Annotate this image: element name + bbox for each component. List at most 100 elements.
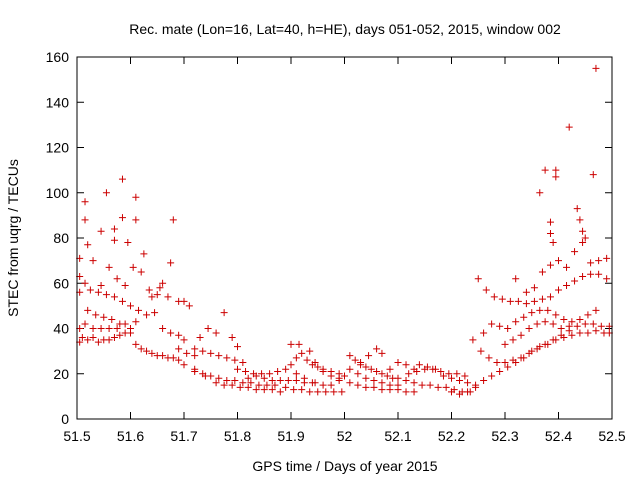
data-point	[365, 352, 373, 360]
data-point	[576, 315, 584, 323]
y-axis: 0 20 40 60 80 100 120 140 160	[46, 49, 612, 427]
data-point	[383, 372, 391, 380]
x-axis-label: GPS time / Days of year 2015	[252, 458, 437, 474]
y-tick-label: 0	[61, 411, 69, 427]
data-point	[603, 275, 611, 283]
data-point	[405, 370, 413, 378]
data-point	[362, 363, 370, 371]
data-point	[485, 354, 493, 362]
y-tick-label: 80	[53, 230, 69, 246]
data-point	[592, 327, 600, 335]
data-point	[292, 377, 300, 385]
data-point	[423, 363, 431, 371]
data-point	[239, 358, 247, 366]
y-tick-label: 140	[46, 94, 70, 110]
data-point	[105, 336, 113, 344]
data-point	[207, 349, 215, 357]
data-point	[514, 297, 522, 305]
data-point	[110, 236, 118, 244]
data-point	[159, 325, 167, 332]
data-point	[314, 363, 322, 371]
y-tick-label: 160	[46, 49, 70, 65]
data-point	[191, 367, 199, 375]
data-point	[480, 377, 488, 385]
data-point	[220, 381, 228, 389]
data-point	[386, 365, 394, 373]
data-point	[370, 383, 378, 391]
data-point	[105, 325, 113, 332]
data-point	[568, 331, 576, 339]
data-point	[346, 379, 354, 387]
data-point	[573, 322, 581, 330]
data-point	[496, 322, 504, 330]
data-point	[490, 293, 498, 301]
data-point	[116, 331, 124, 339]
data-point	[477, 347, 485, 355]
data-point	[456, 377, 464, 385]
data-point	[595, 257, 603, 265]
data-point	[234, 365, 241, 373]
data-point	[552, 311, 560, 319]
data-point	[461, 372, 469, 380]
data-point	[145, 286, 153, 294]
data-point	[284, 377, 292, 385]
data-point	[357, 361, 365, 369]
data-point	[354, 381, 362, 389]
data-point	[533, 320, 541, 328]
data-point	[228, 334, 236, 342]
data-point	[581, 234, 589, 242]
data-point	[105, 263, 113, 271]
data-point	[373, 367, 381, 375]
data-point	[89, 334, 97, 342]
data-point	[322, 388, 330, 396]
data-point	[127, 302, 134, 310]
y-tick-label: 100	[46, 185, 70, 201]
data-point	[522, 300, 530, 308]
data-point	[94, 338, 102, 346]
data-point	[327, 372, 335, 380]
data-point	[541, 318, 549, 326]
data-point	[568, 318, 576, 326]
data-point	[504, 325, 512, 332]
data-point	[180, 336, 188, 344]
data-point	[137, 345, 145, 353]
data-point	[469, 336, 477, 344]
data-point	[129, 263, 137, 271]
data-point	[546, 218, 554, 226]
data-point	[555, 286, 562, 294]
data-point	[244, 374, 252, 382]
data-point	[501, 340, 509, 348]
data-point	[116, 320, 124, 328]
data-point	[276, 388, 284, 396]
data-point	[592, 64, 600, 72]
data-point	[584, 311, 592, 319]
data-point	[571, 248, 579, 256]
data-point	[132, 216, 140, 224]
x-tick-label: 51.7	[170, 428, 197, 444]
data-point	[571, 277, 579, 285]
data-point	[512, 318, 520, 326]
data-point	[271, 381, 279, 389]
data-point	[180, 297, 188, 305]
data-point	[525, 349, 533, 357]
data-point	[100, 313, 108, 321]
data-point	[180, 361, 188, 369]
x-tick-label: 52.4	[545, 428, 572, 444]
data-point	[525, 325, 533, 332]
x-tick-label: 51.6	[117, 428, 144, 444]
data-point	[464, 388, 472, 396]
data-point	[84, 336, 92, 344]
data-point	[536, 189, 544, 197]
data-point	[496, 367, 504, 375]
data-point	[164, 293, 172, 301]
data-point	[536, 306, 544, 314]
y-tick-label: 40	[53, 321, 69, 337]
data-point	[402, 361, 410, 369]
data-point	[592, 306, 600, 314]
data-point	[97, 282, 105, 290]
data-point	[266, 370, 274, 378]
data-point	[579, 239, 587, 247]
x-tick-label: 52.3	[491, 428, 518, 444]
data-point	[351, 356, 359, 364]
